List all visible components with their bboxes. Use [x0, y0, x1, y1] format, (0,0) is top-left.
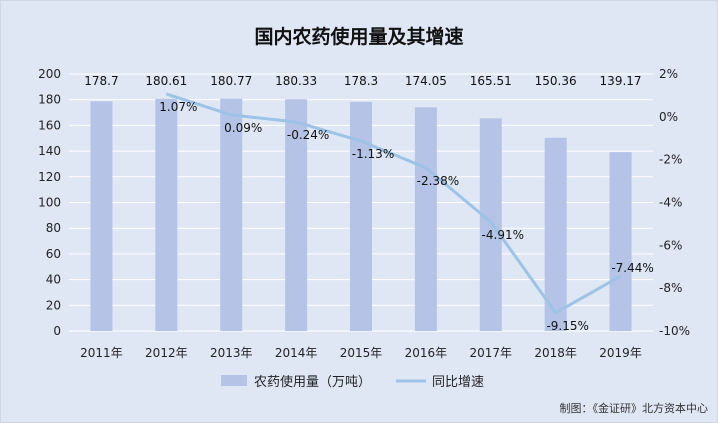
bar: [90, 101, 113, 331]
x-tick-label: 2014年: [275, 346, 318, 360]
right-tick-label: 0%: [659, 110, 678, 124]
line-value-label: 0.09%: [224, 121, 262, 135]
source-credit: 制图：《金证研》北方资本中心: [560, 401, 709, 415]
left-tick-label: 200: [38, 67, 61, 81]
line-value-label: -0.24%: [287, 128, 329, 142]
left-tick-label: 100: [38, 196, 61, 210]
x-tick-label: 2013年: [210, 346, 253, 360]
x-tick-label: 2017年: [470, 346, 513, 360]
x-tick-label: 2015年: [340, 346, 383, 360]
line-data-labels: 1.07% 0.09% -0.24% -1.13% -2.38% -4.91% -9.15%…: [159, 100, 654, 333]
bar-value-label: 139.17: [600, 74, 642, 88]
right-axis: 2% 0% -2% -4% -6% -8% -10%: [659, 67, 690, 338]
bar: [155, 98, 178, 331]
left-tick-label: 180: [38, 93, 61, 107]
x-tick-label: 2018年: [534, 346, 577, 360]
x-tick-label: 2016年: [405, 346, 448, 360]
bar-data-labels: 178.7 180.61 180.77 180.33 178.3 174.05 165.51…: [84, 74, 641, 88]
bar: [609, 152, 632, 331]
left-tick-label: 80: [46, 221, 61, 235]
line-value-label: -1.13%: [352, 147, 394, 161]
right-tick-label: -2%: [659, 153, 682, 167]
x-tick-label: 2012年: [145, 346, 188, 360]
left-tick-label: 160: [38, 118, 61, 132]
bar-series: [90, 98, 632, 332]
x-tick-label: 2019年: [599, 346, 642, 360]
growth-line: [165, 92, 622, 315]
left-axis: 0 20 40 60 80 100 120 140 160 180 200: [38, 67, 61, 338]
bar: [414, 107, 437, 331]
bar-value-label: 180.33: [275, 74, 317, 88]
bar: [350, 101, 372, 332]
line-value-label: -4.91%: [482, 228, 524, 242]
right-tick-label: -6%: [659, 238, 682, 252]
right-tick-label: -8%: [659, 281, 682, 295]
right-tick-label: 2%: [659, 67, 678, 81]
x-axis: 2011年 2012年 2013年 2014年 2015年 2016年 2017年 2018年…: [80, 346, 642, 360]
legend: 农药使用量（万吨） 同比增速: [221, 374, 484, 390]
left-tick-label: 60: [46, 247, 61, 261]
left-tick-label: 120: [38, 170, 61, 184]
line-value-label: -7.44%: [611, 261, 653, 275]
bar-value-label: 178.7: [84, 74, 118, 88]
left-tick-label: 0: [53, 324, 61, 338]
bar-value-label: 180.77: [210, 74, 252, 88]
legend-bar-swatch: [221, 375, 247, 386]
line-value-label: -2.38%: [417, 174, 459, 188]
bar-value-label: 178.3: [344, 74, 378, 88]
bar: [285, 99, 308, 332]
bar: [479, 118, 502, 332]
left-tick-label: 20: [46, 298, 61, 312]
bar-value-label: 180.61: [145, 74, 187, 88]
legend-line-label: 同比增速: [432, 375, 484, 390]
line-value-label: 1.07%: [159, 100, 197, 114]
left-tick-label: 40: [46, 273, 61, 287]
legend-bar-label: 农药使用量（万吨）: [254, 374, 371, 390]
right-tick-label: -4%: [659, 196, 682, 210]
bar-value-label: 174.05: [405, 74, 447, 88]
bar-value-label: 165.51: [470, 74, 512, 88]
right-tick-label: -10%: [659, 324, 690, 338]
bar-value-label: 150.36: [535, 74, 577, 88]
bar: [220, 98, 243, 332]
chart-title: 国内农药使用量及其增速: [254, 25, 463, 48]
line-series: [165, 92, 622, 315]
bar: [544, 137, 567, 331]
x-tick-label: 2011年: [80, 346, 123, 360]
line-value-label: -9.15%: [546, 319, 588, 333]
left-tick-label: 140: [38, 144, 61, 158]
